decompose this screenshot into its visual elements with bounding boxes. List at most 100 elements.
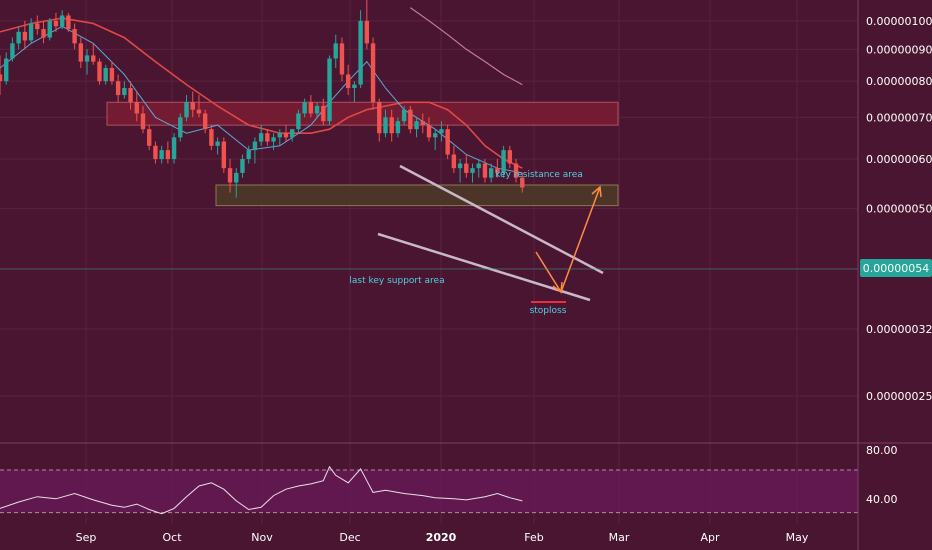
candle-body <box>445 129 450 155</box>
candle-body <box>240 159 245 173</box>
candle-body <box>72 29 77 44</box>
support-label: last key support area <box>349 276 444 286</box>
candle <box>22 20 28 50</box>
candle-body <box>414 121 419 130</box>
grid-lines <box>0 0 858 524</box>
candle <box>383 109 388 138</box>
candle <box>420 113 425 134</box>
candle-body <box>290 129 295 138</box>
price-tick-label: 0.00000032 <box>866 323 932 336</box>
candle <box>277 129 282 146</box>
candle <box>159 145 164 164</box>
candle <box>495 159 500 178</box>
candle-body <box>283 133 289 138</box>
candle <box>488 163 494 183</box>
time-tick-label: Dec <box>339 531 360 544</box>
candle <box>234 168 239 198</box>
candle <box>72 23 77 50</box>
candle <box>35 15 40 35</box>
candle <box>513 159 519 183</box>
candle <box>377 98 382 142</box>
candle-body <box>91 55 96 62</box>
candle-body <box>377 102 382 134</box>
candle-body <box>190 102 195 110</box>
resistance-label: key resistance area <box>495 170 583 180</box>
candle <box>414 117 419 138</box>
candle <box>97 58 102 85</box>
candle-body <box>314 105 320 114</box>
candle <box>184 95 189 122</box>
candle <box>476 159 481 178</box>
candle <box>482 159 488 183</box>
candle-body <box>327 58 332 122</box>
candle-body <box>408 109 413 130</box>
candle-body <box>171 137 177 160</box>
candle <box>439 121 444 142</box>
time-tick-label: May <box>786 531 809 544</box>
candle-body <box>246 150 251 160</box>
candle-body <box>153 145 158 160</box>
price-tick-label: 0.00000090 <box>866 43 932 56</box>
candle-body <box>147 129 152 146</box>
candle-body <box>227 168 233 183</box>
candle-body <box>22 31 28 41</box>
candle <box>364 0 370 50</box>
candle <box>221 137 227 173</box>
candle-body <box>140 113 146 130</box>
candle <box>470 163 475 183</box>
candle <box>103 64 108 85</box>
candle-body <box>159 150 164 160</box>
candle <box>258 125 264 146</box>
time-tick-label: 2020 <box>426 531 457 544</box>
candle <box>333 34 338 68</box>
candle <box>252 137 258 164</box>
candle <box>408 105 413 134</box>
candle-body <box>302 102 307 114</box>
candle <box>153 141 158 164</box>
candle-body <box>122 88 127 96</box>
time-tick-label: Mar <box>609 531 630 544</box>
candle <box>190 91 195 118</box>
candle <box>445 125 450 160</box>
candle-body <box>258 133 264 142</box>
candle-body <box>321 105 326 122</box>
candle <box>308 95 314 118</box>
candle <box>171 133 177 164</box>
candle-body <box>59 15 65 27</box>
candle-body <box>165 150 171 160</box>
candle-body <box>345 74 351 89</box>
candle <box>240 154 245 178</box>
rsi-line <box>0 465 523 515</box>
time-tick-label: Apr <box>700 531 720 544</box>
candle <box>122 81 127 99</box>
rsi-band <box>0 470 858 513</box>
rsi-panel <box>0 442 932 515</box>
zones-layer <box>106 101 619 207</box>
price-tick-label: 0.00000050 <box>866 202 932 215</box>
candle <box>4 52 9 85</box>
candle <box>345 64 351 96</box>
candle <box>196 95 202 118</box>
price-tick-label: 0.00000060 <box>866 153 932 166</box>
candle <box>84 49 90 75</box>
candle-body <box>202 113 208 130</box>
candle-body <box>277 133 282 138</box>
candle-body <box>53 20 59 27</box>
resistance-zone <box>106 101 619 126</box>
candle <box>520 172 525 193</box>
candle-body <box>271 137 276 142</box>
candle <box>227 159 233 193</box>
candle-body <box>457 163 463 169</box>
candle <box>134 91 139 122</box>
candle-body <box>0 74 3 82</box>
candle-body <box>451 154 457 169</box>
time-tick-label: Feb <box>524 531 543 544</box>
candle <box>66 12 71 32</box>
price-tick-label: 0.00000100 <box>866 15 932 28</box>
last-price-label: 0.00000054 <box>863 262 929 275</box>
candle-body <box>221 141 227 169</box>
drawings-layer <box>0 164 858 303</box>
